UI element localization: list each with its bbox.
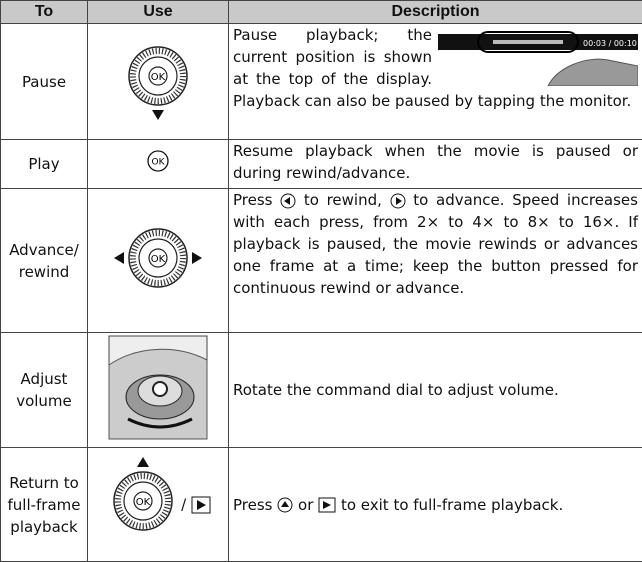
to-cell: Adjust volume bbox=[1, 333, 88, 448]
to-cell: Play bbox=[1, 140, 88, 189]
desc-cell: Rotate the command dial to adjust volume… bbox=[229, 333, 642, 448]
dial-icon: OK bbox=[118, 34, 198, 124]
left-icon bbox=[280, 193, 296, 209]
header-cell: Use bbox=[88, 1, 229, 24]
to-cell: Pause bbox=[1, 24, 88, 140]
to-cell: Advance/ rewind bbox=[1, 189, 88, 333]
ok-label: OK bbox=[151, 254, 166, 265]
separator: / bbox=[181, 495, 186, 513]
ok-label: OK bbox=[152, 158, 166, 168]
description: to rewind, bbox=[304, 191, 382, 209]
header-cell: To bbox=[1, 1, 88, 24]
description: to exit to full-frame playback. bbox=[341, 496, 563, 514]
up-icon bbox=[277, 497, 293, 513]
to-cell: Return to full-frame playback bbox=[1, 448, 88, 562]
description: or bbox=[298, 496, 313, 514]
camera-image bbox=[108, 335, 208, 440]
desc-cell: Press or to exit to full-frame playback. bbox=[229, 448, 642, 562]
dial-icon: OK bbox=[108, 223, 208, 293]
use-cell: OK bbox=[88, 140, 229, 189]
desc-cell: Resume playback when the movie is paused… bbox=[229, 140, 642, 189]
ok-icon: OK bbox=[146, 149, 170, 173]
use-cell bbox=[88, 333, 229, 448]
use-cell: OK bbox=[88, 189, 229, 333]
description: Press bbox=[233, 496, 272, 514]
screen-time: 00:03 / 00:10 bbox=[583, 39, 637, 48]
right-icon bbox=[390, 193, 406, 209]
header-cell: Description bbox=[229, 1, 642, 24]
ok-label: OK bbox=[151, 72, 166, 83]
play-icon bbox=[318, 497, 336, 513]
desc-cell: 00:03 / 00:10 Pause playback; the curren… bbox=[229, 24, 642, 140]
use-cell: OK bbox=[88, 24, 229, 140]
ok-label: OK bbox=[136, 497, 151, 508]
desc-cell: Press to rewind, to advance. Speed incre… bbox=[229, 189, 642, 333]
use-cell: OK / bbox=[88, 448, 229, 562]
play-icon bbox=[191, 496, 211, 514]
dial-icon: OK bbox=[105, 455, 181, 555]
screen-image: 00:03 / 00:10 bbox=[438, 26, 638, 86]
description: Press bbox=[233, 191, 272, 209]
